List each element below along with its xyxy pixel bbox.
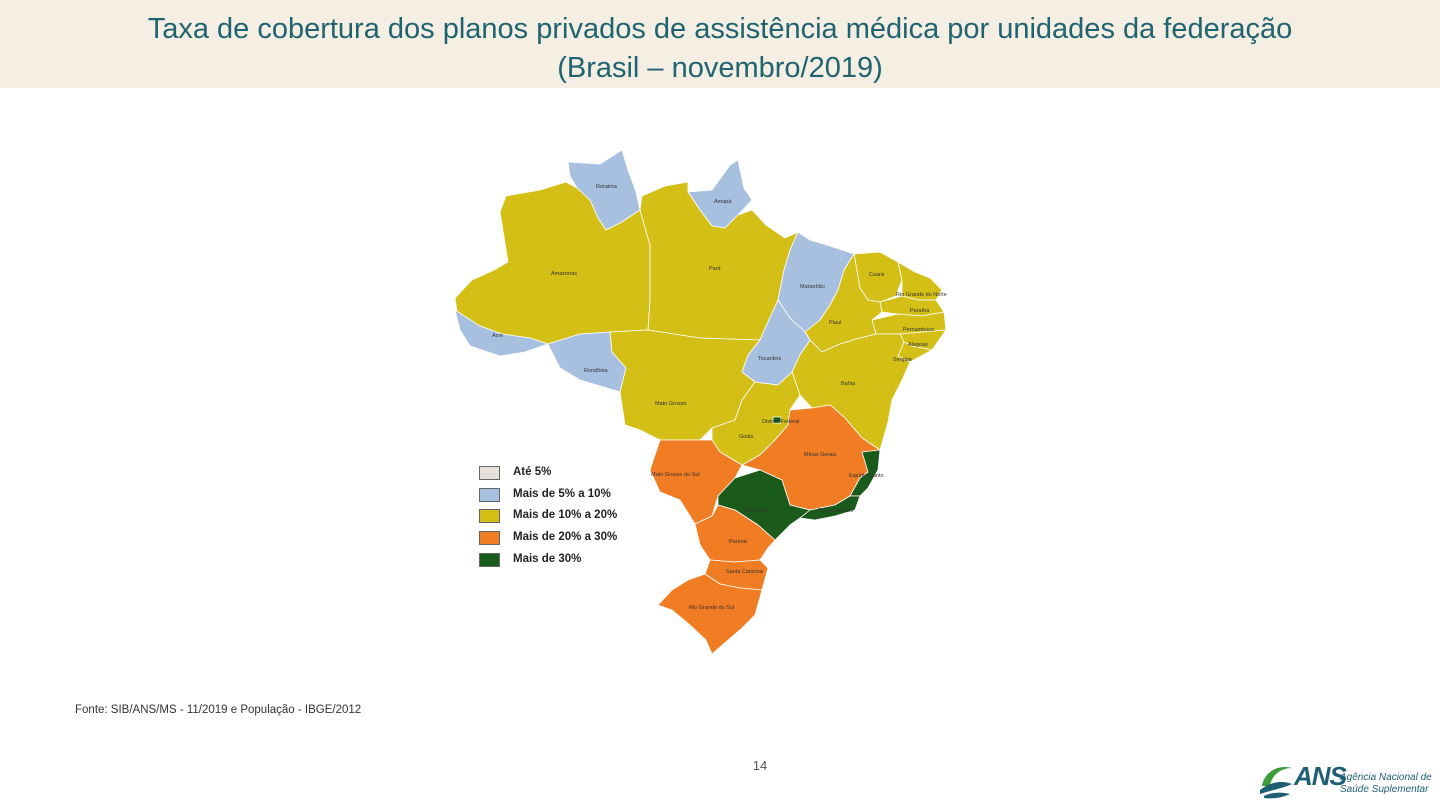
legend-item-10-20: Mais de 10% a 20% <box>479 508 699 524</box>
title-bar: Taxa de cobertura dos planos privados de… <box>0 0 1440 88</box>
label-bahia: Bahia <box>841 381 856 387</box>
label-santa-catarina: Santa Catarina <box>726 569 764 575</box>
label-alagoas: Alagoas <box>908 342 928 348</box>
brazil-map-svg: Roraima Amapá Amazonas Pará Maranhão Cea… <box>454 149 947 655</box>
legend-label: Mais de 20% a 30% <box>513 531 618 543</box>
ans-logo-icon <box>1260 766 1292 799</box>
label-ceara: Ceará <box>869 272 885 278</box>
label-pernambuco: Pernambuco <box>903 327 934 333</box>
page-subtitle: (Brasil – novembro/2019) <box>557 52 883 84</box>
label-minas-gerais: Minas Gerais <box>804 452 837 458</box>
label-espirito-santo: Espírito Santo <box>849 473 884 479</box>
label-rondonia: Rondônia <box>584 368 608 374</box>
state-labels: Roraima Amapá Amazonas Pará Maranhão Cea… <box>492 184 947 611</box>
label-goias: Goiás <box>739 434 754 440</box>
logo-subtitle: Saúde Suplementar <box>1340 784 1429 795</box>
brazil-map: Roraima Amapá Amazonas Pará Maranhão Cea… <box>440 130 960 670</box>
label-acre: Acre <box>492 333 503 339</box>
logo-text: ANS <box>1294 761 1347 791</box>
page-title: Taxa de cobertura dos planos privados de… <box>147 13 1293 45</box>
state-parana <box>694 504 776 563</box>
legend-swatch <box>479 509 500 523</box>
state-rio-de-janeiro <box>799 495 861 521</box>
label-rio-grande-do-sul: Rio Grande do Sul <box>689 605 734 611</box>
legend-swatch <box>479 466 500 480</box>
ans-logo: ANS Agência Nacional de Saúde Suplementa… <box>1258 758 1434 802</box>
label-distrito-federal: Distrito Federal <box>762 419 799 425</box>
legend-item-20-30: Mais de 20% a 30% <box>479 530 699 546</box>
label-piaui: Piauí <box>829 320 842 326</box>
legend-swatch <box>479 553 500 567</box>
label-mato-grosso-do-sul: Mato Grosso do Sul <box>651 472 700 478</box>
legend-label: Mais de 5% a 10% <box>513 488 611 500</box>
legend-swatch <box>479 488 500 502</box>
state-acre <box>454 309 549 357</box>
state-distrito-federal <box>772 416 782 424</box>
legend-label: Mais de 30% <box>513 553 582 565</box>
label-amapa: Amapá <box>714 199 732 205</box>
legend-item-mais-30: Mais de 30% <box>479 552 699 568</box>
label-mato-grosso: Mato Grosso <box>655 401 686 407</box>
state-bahia <box>791 333 911 451</box>
label-sao-paulo: São Paulo <box>744 508 769 514</box>
state-rio-grande-do-sul <box>657 573 763 655</box>
legend-label: Mais de 10% a 20% <box>513 509 618 521</box>
label-maranhao: Maranhão <box>800 284 825 290</box>
label-paraiba: Paraíba <box>910 308 930 314</box>
legend-item-ate-5: Até 5% <box>479 465 699 481</box>
label-rio-de-janeiro: Rio de Janeiro <box>818 508 853 514</box>
label-roraima: Roraima <box>596 184 618 190</box>
legend-label: Até 5% <box>513 466 552 478</box>
label-para: Pará <box>709 266 722 272</box>
legend-swatch <box>479 531 500 545</box>
label-tocantins: Tocantins <box>758 356 781 362</box>
page-number: 14 <box>752 758 768 773</box>
logo-subtitle: Agência Nacional de <box>1340 772 1432 783</box>
label-amazonas: Amazonas <box>551 271 577 277</box>
source-note: Fonte: SIB/ANS/MS - 11/2019 e População … <box>75 704 362 716</box>
legend-item-5-10: Mais de 5% a 10% <box>479 487 699 503</box>
label-sergipe: Sergipe <box>893 357 912 363</box>
label-rio-grande-do-norte: Rio Grande do Norte <box>896 292 947 298</box>
label-parana: Paraná <box>729 539 748 545</box>
